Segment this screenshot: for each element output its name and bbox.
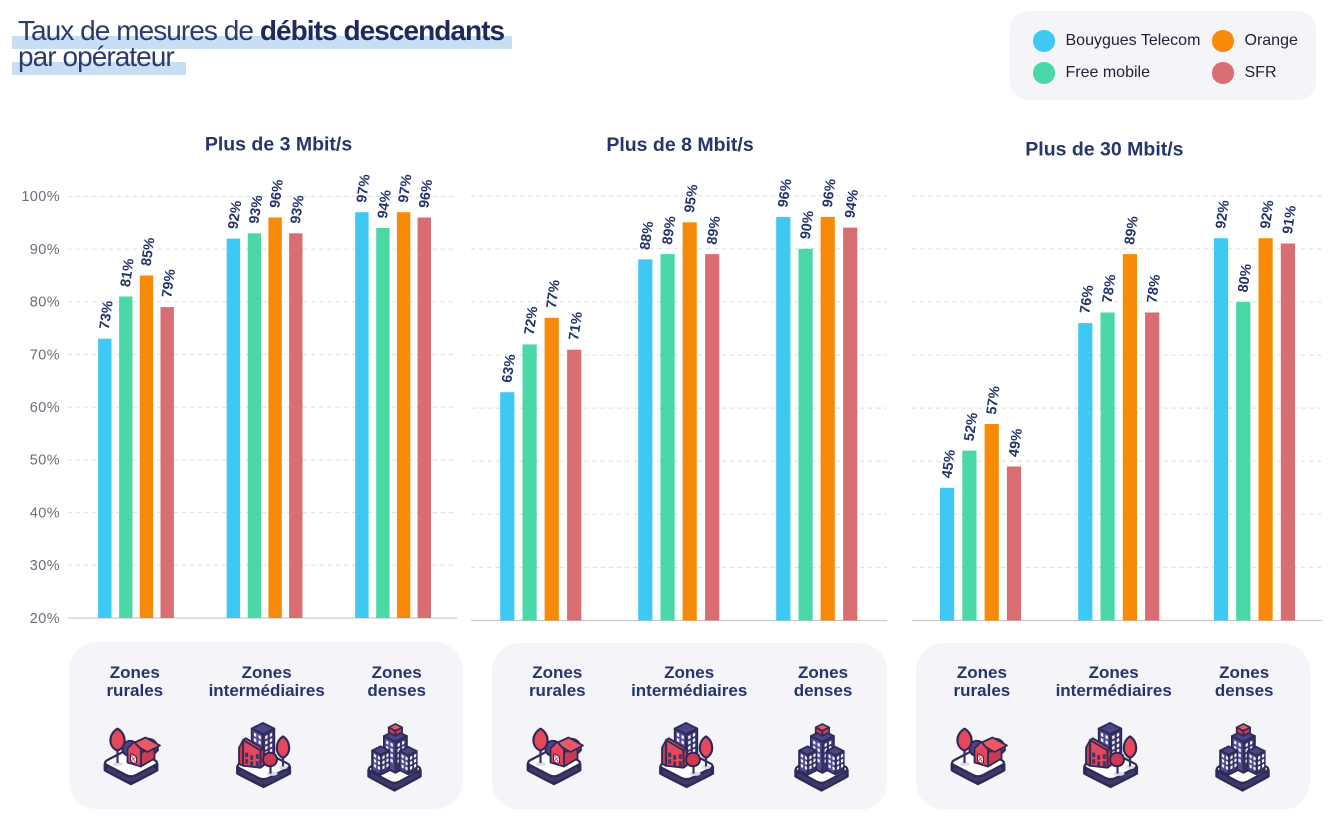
svg-text:97%: 97% <box>396 173 416 204</box>
svg-text:57%: 57% <box>984 385 1004 416</box>
svg-text:81%: 81% <box>118 257 138 288</box>
svg-text:63%: 63% <box>499 353 519 384</box>
svg-text:100%: 100% <box>21 189 60 205</box>
svg-text:92%: 92% <box>1213 199 1233 230</box>
svg-text:80%: 80% <box>1235 263 1255 294</box>
svg-text:94%: 94% <box>842 188 862 219</box>
svg-text:76%: 76% <box>1077 284 1097 315</box>
svg-text:85%: 85% <box>139 236 159 267</box>
svg-text:45%: 45% <box>939 449 959 480</box>
svg-text:96%: 96% <box>416 178 436 209</box>
svg-text:Plus de 30 Mbit/s: Plus de 30 Mbit/s <box>1025 138 1183 160</box>
svg-text:90%: 90% <box>30 242 60 258</box>
svg-text:80%: 80% <box>30 295 60 311</box>
svg-text:70%: 70% <box>30 347 60 363</box>
svg-text:92%: 92% <box>1258 199 1278 230</box>
svg-text:89%: 89% <box>704 215 724 246</box>
svg-text:Plus de 8 Mbit/s: Plus de 8 Mbit/s <box>606 134 754 156</box>
svg-text:88%: 88% <box>637 220 657 251</box>
svg-text:95%: 95% <box>682 183 702 214</box>
svg-text:Plus de 3 Mbit/s: Plus de 3 Mbit/s <box>205 133 353 155</box>
svg-text:96%: 96% <box>267 178 287 209</box>
svg-text:52%: 52% <box>962 411 982 442</box>
svg-text:96%: 96% <box>820 178 840 209</box>
svg-text:73%: 73% <box>97 299 117 330</box>
svg-text:60%: 60% <box>30 400 60 416</box>
svg-text:71%: 71% <box>566 310 586 341</box>
svg-text:91%: 91% <box>1280 204 1300 235</box>
svg-text:79%: 79% <box>159 268 179 299</box>
svg-text:49%: 49% <box>1006 427 1026 458</box>
svg-text:97%: 97% <box>354 173 374 204</box>
svg-text:78%: 78% <box>1144 273 1164 304</box>
svg-text:20%: 20% <box>30 611 60 627</box>
svg-text:93%: 93% <box>247 194 267 225</box>
svg-text:77%: 77% <box>544 279 564 310</box>
svg-text:72%: 72% <box>522 305 542 336</box>
svg-text:30%: 30% <box>30 558 60 574</box>
svg-text:50%: 50% <box>30 453 60 469</box>
svg-text:92%: 92% <box>226 199 246 230</box>
svg-text:40%: 40% <box>30 505 60 521</box>
svg-text:78%: 78% <box>1100 273 1120 304</box>
svg-text:89%: 89% <box>1122 215 1142 246</box>
svg-text:96%: 96% <box>775 178 795 209</box>
svg-text:90%: 90% <box>798 210 818 241</box>
svg-text:89%: 89% <box>660 215 680 246</box>
svg-text:93%: 93% <box>288 194 308 225</box>
svg-text:94%: 94% <box>375 189 395 220</box>
